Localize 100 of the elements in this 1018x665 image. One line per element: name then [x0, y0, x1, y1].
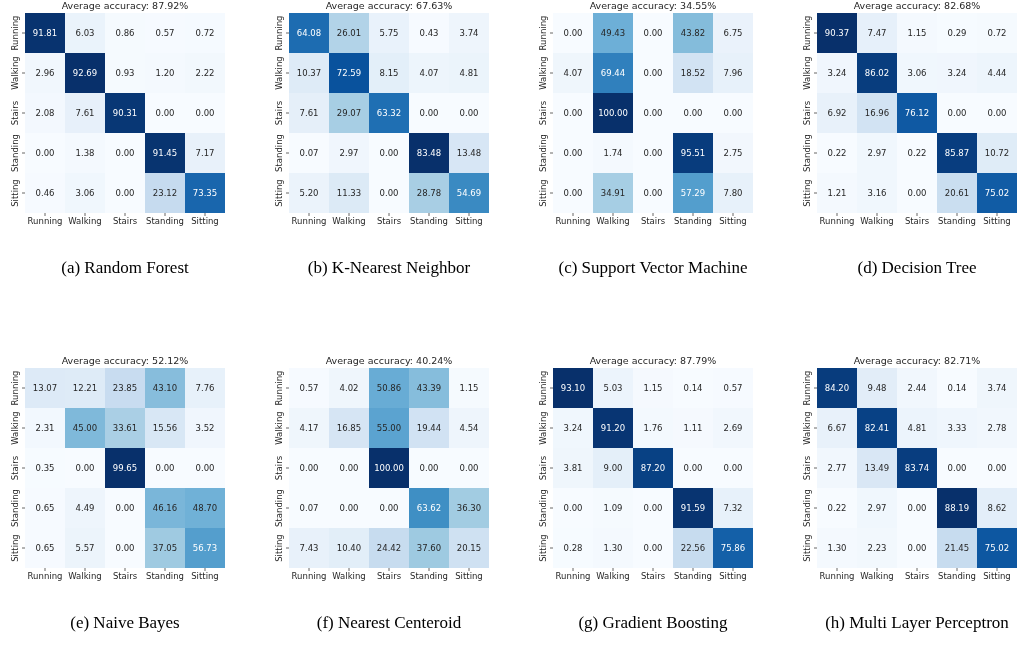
data-label: 91.20: [600, 423, 626, 433]
chart-title: Average accuracy: 87.92%: [60, 0, 190, 12]
data-label: 0.07: [299, 503, 319, 513]
y-tick-label: Sitting: [10, 179, 20, 207]
data-label: 0.57: [299, 383, 319, 393]
x-tick-label: Running: [555, 571, 591, 582]
data-label: 64.08: [296, 28, 322, 38]
data-label: 91.59: [680, 503, 706, 513]
x-tick-label: Standing: [410, 216, 448, 227]
data-label: 1.21: [827, 188, 847, 198]
data-label: 92.69: [72, 68, 98, 78]
data-label: 90.31: [112, 108, 138, 118]
text: (c) Support Vector Machine: [557, 257, 749, 279]
x-tick-label: Running: [819, 216, 855, 227]
data-label: 0.22: [827, 503, 847, 513]
data-label: 8.15: [379, 68, 399, 78]
y-tick-label: Running: [538, 15, 548, 51]
data-label: 4.54: [459, 423, 479, 433]
data-label: 3.24: [563, 423, 583, 433]
data-label: 2.97: [867, 148, 887, 158]
data-label: 86.02: [864, 68, 890, 78]
data-label: 84.20: [824, 383, 850, 393]
x-tick-label: Sitting: [455, 216, 483, 227]
data-label: 16.85: [336, 423, 362, 433]
data-label: 0.00: [75, 463, 95, 473]
data-label: 2.44: [907, 383, 927, 393]
data-label: 7.61: [75, 108, 95, 118]
data-label: 0.72: [987, 28, 1007, 38]
x-tick-label: Standing: [674, 571, 712, 582]
data-label: 9.48: [867, 383, 887, 393]
y-tick-label: Stairs: [274, 100, 284, 126]
data-label: 5.57: [75, 543, 95, 553]
data-label: 0.00: [155, 108, 175, 118]
data-label: 7.32: [723, 503, 743, 513]
data-label: 2.22: [195, 68, 215, 78]
data-label: 0.65: [35, 543, 55, 553]
data-label: 0.00: [563, 28, 583, 38]
data-label: 0.00: [643, 503, 663, 513]
data-label: 63.62: [416, 503, 442, 513]
x-tick-label: Walking: [332, 571, 366, 582]
text: (e) Naive Bayes: [69, 612, 181, 634]
data-label: 0.22: [907, 148, 927, 158]
y-tick-label: Standing: [538, 134, 548, 172]
data-label: 3.74: [459, 28, 479, 38]
data-label: 12.21: [72, 383, 98, 393]
x-tick-label: Sitting: [983, 571, 1011, 582]
data-label: 13.49: [864, 463, 890, 473]
x-tick-label: Stairs: [640, 216, 666, 227]
data-label: 10.72: [984, 148, 1010, 158]
y-tick-label: Walking: [802, 411, 812, 445]
x-tick-label: Walking: [68, 216, 102, 227]
data-label: 0.00: [987, 463, 1007, 473]
x-tick-label: Running: [291, 571, 327, 582]
data-label: 0.46: [35, 188, 55, 198]
data-label: 100.00: [374, 463, 404, 473]
data-label: 99.65: [112, 463, 138, 473]
data-label: 0.00: [987, 108, 1007, 118]
data-label: 0.57: [155, 28, 175, 38]
data-label: 20.61: [944, 188, 970, 198]
chart-title: Average accuracy: 82.68%: [852, 0, 982, 12]
data-label: 0.00: [115, 503, 135, 513]
data-label: 13.07: [32, 383, 58, 393]
data-label: 2.23: [867, 543, 887, 553]
data-label: 3.24: [947, 68, 967, 78]
data-label: 69.44: [600, 68, 626, 78]
x-tick-label: Standing: [938, 216, 976, 227]
data-label: 33.61: [112, 423, 138, 433]
x-tick-label: Stairs: [112, 571, 138, 582]
data-label: 0.00: [723, 108, 743, 118]
data-label: 16.96: [864, 108, 890, 118]
y-tick-label: Stairs: [10, 100, 20, 126]
text: (d) Decision Tree: [856, 257, 978, 279]
data-label: 0.00: [115, 543, 135, 553]
data-label: 1.20: [155, 68, 175, 78]
data-label: 0.00: [907, 503, 927, 513]
x-tick-label: Standing: [146, 216, 184, 227]
data-label: 3.33: [947, 423, 967, 433]
data-label: 2.69: [723, 423, 743, 433]
data-label: 0.00: [459, 463, 479, 473]
data-label: 4.81: [907, 423, 927, 433]
y-tick-label: Walking: [10, 56, 20, 90]
data-label: 73.35: [192, 188, 218, 198]
data-label: 18.52: [680, 68, 706, 78]
data-label: 0.00: [379, 503, 399, 513]
y-tick-label: Running: [10, 15, 20, 51]
data-label: 43.10: [152, 383, 178, 393]
data-label: 45.00: [72, 423, 98, 433]
data-label: 0.00: [35, 148, 55, 158]
data-label: 6.75: [723, 28, 743, 38]
data-label: 4.49: [75, 503, 95, 513]
data-label: 0.35: [35, 463, 55, 473]
data-label: 20.15: [456, 543, 482, 553]
x-tick-label: Walking: [596, 216, 630, 227]
data-label: 0.00: [299, 463, 319, 473]
data-label: 90.37: [824, 28, 850, 38]
y-tick-label: Stairs: [538, 100, 548, 126]
data-label: 48.70: [192, 503, 218, 513]
y-tick-label: Standing: [274, 489, 284, 527]
data-label: 76.12: [904, 108, 930, 118]
x-tick-label: Walking: [860, 571, 894, 582]
